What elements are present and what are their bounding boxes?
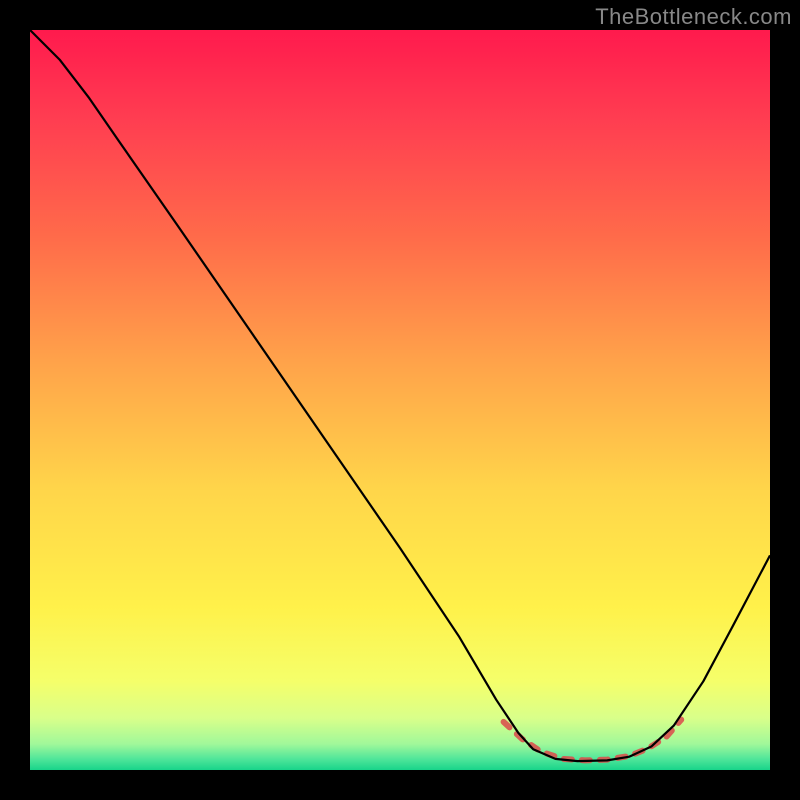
chart-plot-area — [30, 30, 770, 770]
bottleneck-line-chart — [30, 30, 770, 770]
chart-background-gradient — [30, 30, 770, 770]
watermark-text: TheBottleneck.com — [595, 4, 792, 30]
chart-frame: TheBottleneck.com — [0, 0, 800, 800]
